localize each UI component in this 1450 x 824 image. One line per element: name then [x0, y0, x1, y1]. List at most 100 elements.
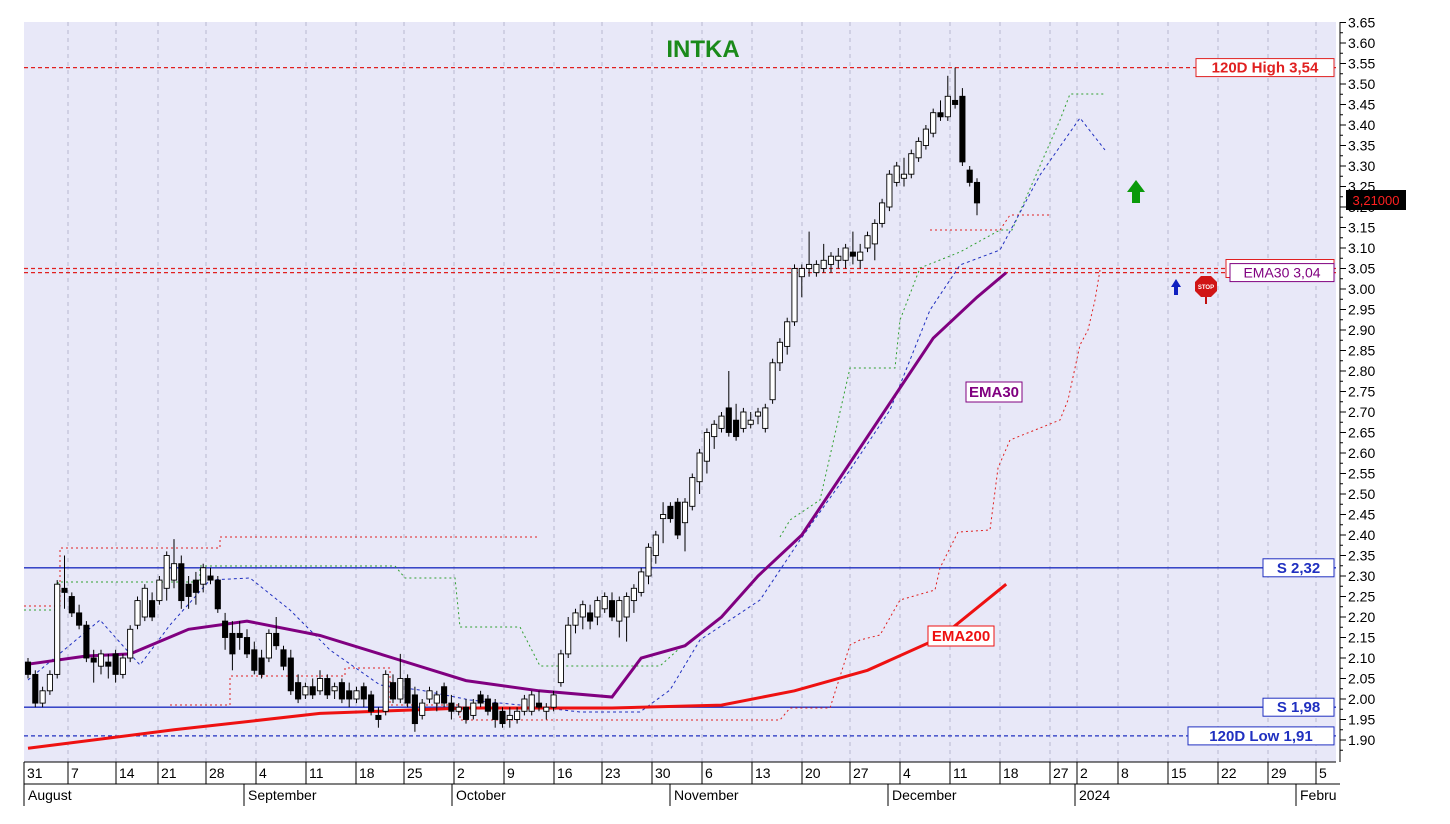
- candle-down: [535, 702, 543, 708]
- candle-up: [930, 112, 937, 134]
- last-price-value: 3,21000: [1353, 193, 1400, 208]
- candle-up: [543, 706, 550, 712]
- trailing-stop-line: [779, 93, 1104, 538]
- candle-down: [849, 251, 856, 257]
- x-axis-day-label: 21: [161, 765, 177, 781]
- y-axis-tick-label: 3.65: [1348, 15, 1375, 31]
- x-axis-day-label: 7: [71, 765, 79, 781]
- candle-down: [214, 579, 221, 610]
- candle-up: [762, 407, 769, 429]
- x-axis-month-label: August: [28, 787, 72, 803]
- y-axis-tick-label: 1.90: [1348, 732, 1375, 748]
- candle-up: [769, 362, 776, 401]
- candle-up: [820, 259, 827, 269]
- y-axis-tick-label: 3.45: [1348, 97, 1375, 113]
- candle-down: [484, 698, 491, 712]
- candle-down: [492, 702, 499, 720]
- x-axis-day-label: 6: [705, 765, 713, 781]
- candle-down: [280, 649, 287, 667]
- x-axis-day-label: 5: [1319, 765, 1327, 781]
- candle-up: [806, 263, 813, 269]
- candle-up: [886, 173, 893, 208]
- reference-line-label: S 1,98: [1277, 699, 1320, 716]
- candle-down: [375, 714, 382, 720]
- candle-up: [433, 694, 440, 704]
- x-axis-day-label: 23: [605, 765, 621, 781]
- svg-text:STOP: STOP: [1198, 285, 1214, 291]
- candle-down: [83, 624, 90, 659]
- candle-down: [952, 99, 959, 105]
- candle-down: [462, 706, 470, 720]
- y-axis-tick-label: 2.70: [1348, 404, 1375, 420]
- y-axis-tick-label: 2.60: [1348, 445, 1375, 461]
- candle-up: [550, 694, 557, 708]
- y-axis-tick-label: 3.35: [1348, 138, 1375, 154]
- candle-up: [754, 411, 762, 417]
- x-axis-day-label: 28: [209, 765, 225, 781]
- candle-down: [404, 678, 411, 704]
- candle-up: [46, 673, 53, 692]
- x-axis-day-label: 20: [805, 765, 821, 781]
- candle-up: [470, 702, 477, 716]
- x-axis-day-label: 8: [1121, 765, 1129, 781]
- candle-down: [346, 690, 353, 700]
- candle-down: [251, 649, 258, 671]
- candle-down: [338, 682, 345, 700]
- candle-up: [857, 251, 864, 261]
- x-axis-day-label: 27: [853, 765, 869, 781]
- y-axis-tick-label: 2.15: [1348, 630, 1375, 646]
- x-axis-day-label: 30: [655, 765, 671, 781]
- candle-down: [243, 637, 251, 655]
- last-price-box: [1346, 190, 1406, 210]
- candle-up: [170, 563, 178, 581]
- candle-up: [134, 600, 141, 626]
- candle-up: [455, 706, 462, 712]
- candle-up: [827, 255, 835, 265]
- y-axis-tick-label: 2.95: [1348, 302, 1375, 318]
- candle-down: [324, 678, 331, 696]
- candle-down: [222, 620, 229, 638]
- candle-down: [185, 583, 192, 597]
- candle-up: [353, 690, 360, 700]
- candle-up: [97, 653, 105, 667]
- y-axis-tick-label: 2.00: [1348, 691, 1375, 707]
- y-axis-tick-label: 1.95: [1348, 712, 1375, 728]
- candle-down: [32, 673, 39, 704]
- candle-down: [959, 95, 966, 163]
- x-axis-month-label: September: [248, 787, 317, 803]
- candle-down: [499, 710, 506, 725]
- candle-up: [681, 501, 689, 524]
- y-axis-tick-label: 3.55: [1348, 56, 1375, 72]
- x-axis-day-label: 18: [1003, 765, 1019, 781]
- candle-down: [178, 563, 185, 602]
- y-axis-tick-label: 2.90: [1348, 322, 1375, 338]
- candle-down: [608, 600, 616, 618]
- candle-up: [127, 628, 134, 659]
- trailing-stop-line: [24, 565, 681, 667]
- candle-up: [200, 567, 207, 585]
- candle-down: [229, 632, 236, 655]
- x-axis-day-label: 22: [1221, 765, 1237, 781]
- y-axis-tick-label: 3.05: [1348, 261, 1375, 277]
- candle-up: [521, 698, 528, 712]
- y-axis-tick-label: 2.80: [1348, 363, 1375, 379]
- candle-up: [813, 263, 820, 274]
- candle-down: [207, 575, 214, 581]
- candle-up: [784, 321, 791, 347]
- x-axis-day-label: 29: [1271, 765, 1287, 781]
- candle-down: [477, 694, 484, 704]
- candle-up: [594, 600, 601, 618]
- y-axis-tick-label: 3.60: [1348, 35, 1375, 51]
- candle-up: [382, 673, 389, 712]
- y-axis-tick-label: 3.50: [1348, 76, 1375, 92]
- candle-down: [61, 587, 68, 593]
- candle-up: [616, 600, 623, 622]
- candle-down: [112, 653, 119, 675]
- reference-line-label: 120D Low 1,91: [1209, 728, 1312, 745]
- y-axis-tick-label: 2.20: [1348, 609, 1375, 625]
- x-axis-month-label: December: [892, 787, 957, 803]
- candle-up: [645, 546, 652, 577]
- reference-line-label-box: [1262, 697, 1335, 717]
- candle-down: [360, 686, 367, 700]
- candle-up: [265, 632, 272, 659]
